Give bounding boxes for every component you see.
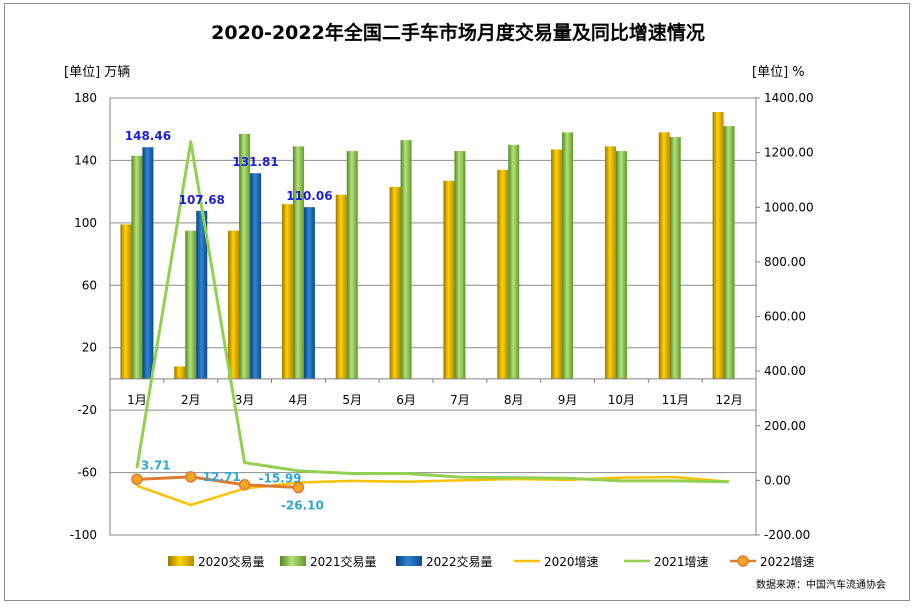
y-left-tick-label: 20: [82, 341, 97, 355]
bar-2021交易量: [346, 151, 358, 379]
legend-item: 2020交易量: [168, 554, 265, 569]
labels-layer: 148.46 107.68 131.81 110.06 3.71 12.71 -15.99 -…: [125, 129, 333, 512]
bar-2022交易量: [142, 147, 154, 379]
bar-2020交易量: [120, 224, 132, 379]
legend-item: 2021交易量: [280, 554, 377, 569]
chart-title: 2020-2022年全国二手车市场月度交易量及同比增速情况: [211, 22, 705, 44]
bar-2021交易量: [239, 133, 251, 379]
x-tick-label: 5月: [342, 393, 362, 407]
y-right-tick-label: 1000.00: [764, 200, 814, 214]
bar-2021交易量: [508, 144, 520, 379]
bar-label-2022: 107.68: [179, 193, 225, 207]
x-tick-label: 7月: [450, 393, 470, 407]
x-tick-label: 6月: [396, 393, 416, 407]
legend-swatch: [280, 556, 306, 566]
axes-layer: 1月 2月 3月 4月 5月 6月 7月 8月 9月 10月 11月 12月 180 140 100 60 20…: [70, 91, 814, 542]
x-tick-label: 12月: [715, 393, 742, 407]
y-right-tick-label: 200.00: [764, 419, 806, 433]
x-tick-label: 3月: [235, 393, 255, 407]
bar-2021交易量: [562, 132, 574, 379]
bars-layer: [120, 112, 735, 379]
legend-item: 2022增速: [730, 555, 815, 569]
x-tick-label: 8月: [504, 393, 524, 407]
x-tick-label: 2月: [181, 393, 201, 407]
line-2021增速: [135, 140, 730, 484]
bar-2020交易量: [712, 112, 724, 379]
legend-label: 2020增速: [544, 555, 599, 569]
legend-swatch: [168, 556, 194, 566]
bar-2020交易量: [389, 186, 401, 379]
legend-label: 2022交易量: [426, 554, 493, 569]
bar-2020交易量: [497, 169, 509, 379]
y-right-tick-label: 400.00: [764, 364, 806, 378]
bar-2020交易量: [228, 230, 240, 379]
y-right-tick-label: 0.00: [764, 473, 791, 487]
x-tick-label: 11月: [662, 393, 689, 407]
y-right-tick-label: 600.00: [764, 310, 806, 324]
marker-2022增速: [185, 471, 197, 483]
bar-2020交易量: [335, 194, 347, 379]
right-axis-unit: [单位] %: [752, 65, 805, 80]
bar-2022交易量: [303, 207, 315, 379]
bar-2021交易量: [400, 140, 412, 379]
y-left-tick-label: -20: [77, 403, 97, 417]
legend-label: 2021增速: [654, 555, 709, 569]
bar-2022交易量: [196, 210, 208, 379]
y-left-tick-label: -60: [77, 466, 97, 480]
legend-item: 2020增速: [514, 555, 599, 569]
left-axis-unit: [单位] 万辆: [64, 65, 131, 80]
bar-2020交易量: [658, 132, 670, 379]
data-source: 数据来源：中国汽车流通协会: [756, 580, 886, 591]
x-tick-label: 10月: [608, 393, 635, 407]
y-left-tick-label: 140: [74, 153, 97, 167]
y-left-tick-label: 100: [74, 216, 97, 230]
bar-2021交易量: [292, 146, 304, 379]
y-left-tick-label: 180: [74, 91, 97, 105]
bar-2020交易量: [443, 180, 455, 379]
y-left-tick-label: 60: [82, 278, 97, 292]
x-tick-label: 4月: [289, 393, 309, 407]
line-2020增速: [136, 475, 730, 507]
bar-2021交易量: [131, 155, 143, 379]
growth-label-2022: 3.71: [141, 458, 171, 472]
bar-2020交易量: [551, 149, 563, 379]
bar-label-2022: 148.46: [125, 129, 171, 143]
bar-2021交易量: [454, 151, 466, 379]
y-right-tick-label: -200.00: [764, 528, 810, 542]
x-tick-label: 9月: [558, 393, 578, 407]
legend-label: 2022增速: [760, 555, 815, 569]
lines-layer: [131, 140, 730, 507]
bar-label-2022: 131.81: [232, 155, 278, 169]
marker-2022增速: [131, 473, 143, 486]
bar-2021交易量: [723, 126, 735, 379]
growth-label-2022: -15.99: [259, 472, 302, 486]
legend-label: 2021交易量: [310, 554, 377, 569]
bar-label-2022: 110.06: [286, 189, 332, 203]
line-2022增速: [136, 475, 299, 490]
legend-item: 2021增速: [624, 555, 709, 569]
legend-swatch: [396, 556, 422, 566]
x-tick-label: 1月: [127, 393, 147, 407]
bar-2020交易量: [604, 146, 616, 379]
growth-label-2022: -26.10: [281, 499, 324, 513]
bar-2021交易量: [185, 230, 197, 379]
bar-2022交易量: [250, 173, 262, 379]
bar-2021交易量: [669, 137, 681, 379]
y-left-tick-label: -100: [70, 528, 97, 542]
legend-item: 2022交易量: [396, 554, 493, 569]
bar-2020交易量: [281, 204, 293, 379]
y-right-tick-label: 1200.00: [764, 146, 814, 160]
bar-2021交易量: [615, 151, 627, 379]
growth-label-2022: 12.71: [203, 470, 241, 484]
marker-2022增速: [292, 481, 305, 494]
marker-2022增速: [238, 478, 251, 491]
legend: 2020交易量 2021交易量 2022交易量 2020增速 2021增速 2022增速: [168, 554, 815, 569]
legend-marker: [737, 555, 749, 567]
legend-label: 2020交易量: [198, 554, 265, 569]
y-right-tick-label: 1400.00: [764, 91, 814, 105]
y-right-tick-label: 800.00: [764, 255, 806, 269]
bar-2020交易量: [174, 366, 186, 379]
